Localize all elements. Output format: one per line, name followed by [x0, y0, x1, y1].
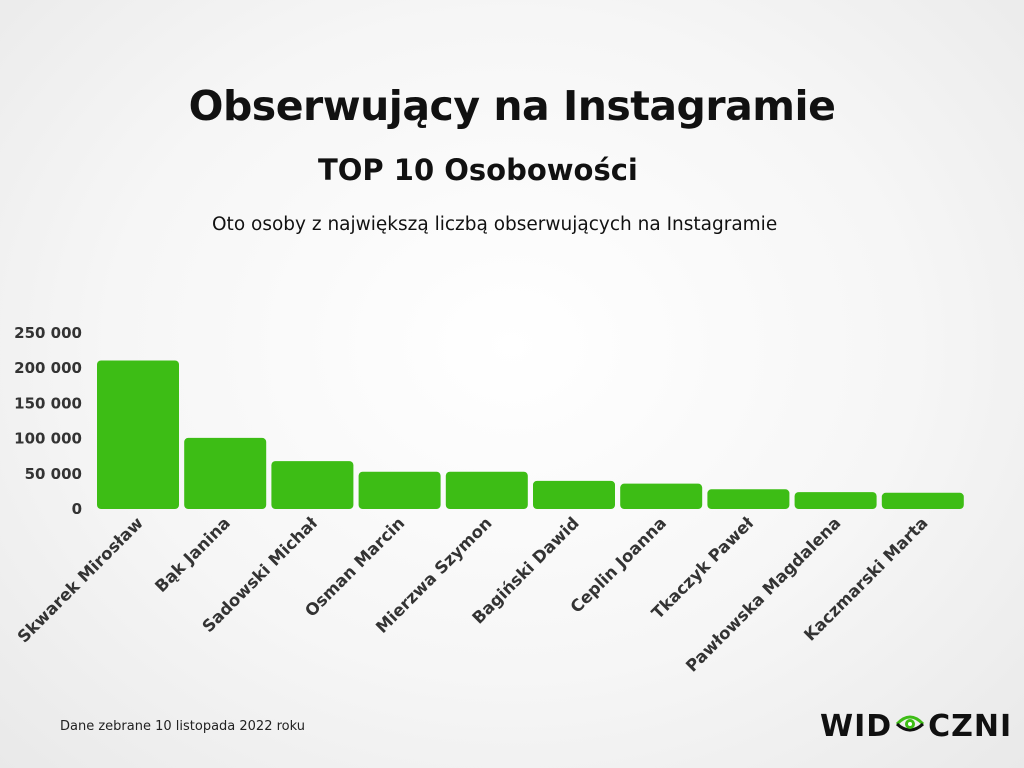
bar: [271, 461, 354, 509]
bar: [358, 471, 441, 509]
bar: [620, 483, 703, 509]
y-tick-label: 250 000: [14, 324, 82, 342]
logo-text-start: WID: [820, 708, 893, 744]
brand-logo[interactable]: WID CZNI: [820, 706, 1012, 746]
x-tick-label: Pawłowska Magdalena: [682, 513, 844, 675]
bar-chart: 0 50 000 100 000 150 000 200 000 250 000 Skwa…: [14, 324, 964, 676]
chart-subtitle: TOP 10 Osobowości: [318, 153, 638, 187]
logo-eye-icon: [894, 709, 926, 744]
x-tick-label: Skwarek Mirosław: [14, 513, 147, 646]
y-tick-label: 150 000: [14, 394, 82, 412]
y-axis: 0 50 000 100 000 150 000 200 000 250 000: [14, 324, 82, 518]
logo-text-end: CZNI: [928, 708, 1013, 744]
bar: [184, 437, 267, 509]
x-tick-label: Ceplin Joanna: [567, 513, 670, 616]
y-tick-label: 100 000: [14, 430, 82, 448]
y-tick-label: 200 000: [14, 359, 82, 377]
bar: [445, 471, 528, 509]
bar: [97, 360, 179, 509]
x-tick-label: Bąk Janina: [151, 513, 234, 596]
y-tick-label: 50 000: [25, 465, 82, 483]
y-tick-label: 0: [72, 500, 82, 518]
chart-description: Oto osoby z największą liczbą obserwując…: [212, 214, 778, 235]
chart-title: Obserwujący na Instagramie: [188, 82, 836, 130]
bars: [97, 360, 964, 509]
data-source-note: Dane zebrane 10 listopada 2022 roku: [60, 719, 305, 734]
bar: [794, 492, 877, 509]
bar: [707, 489, 790, 509]
bar: [533, 480, 615, 509]
bar: [881, 492, 964, 509]
